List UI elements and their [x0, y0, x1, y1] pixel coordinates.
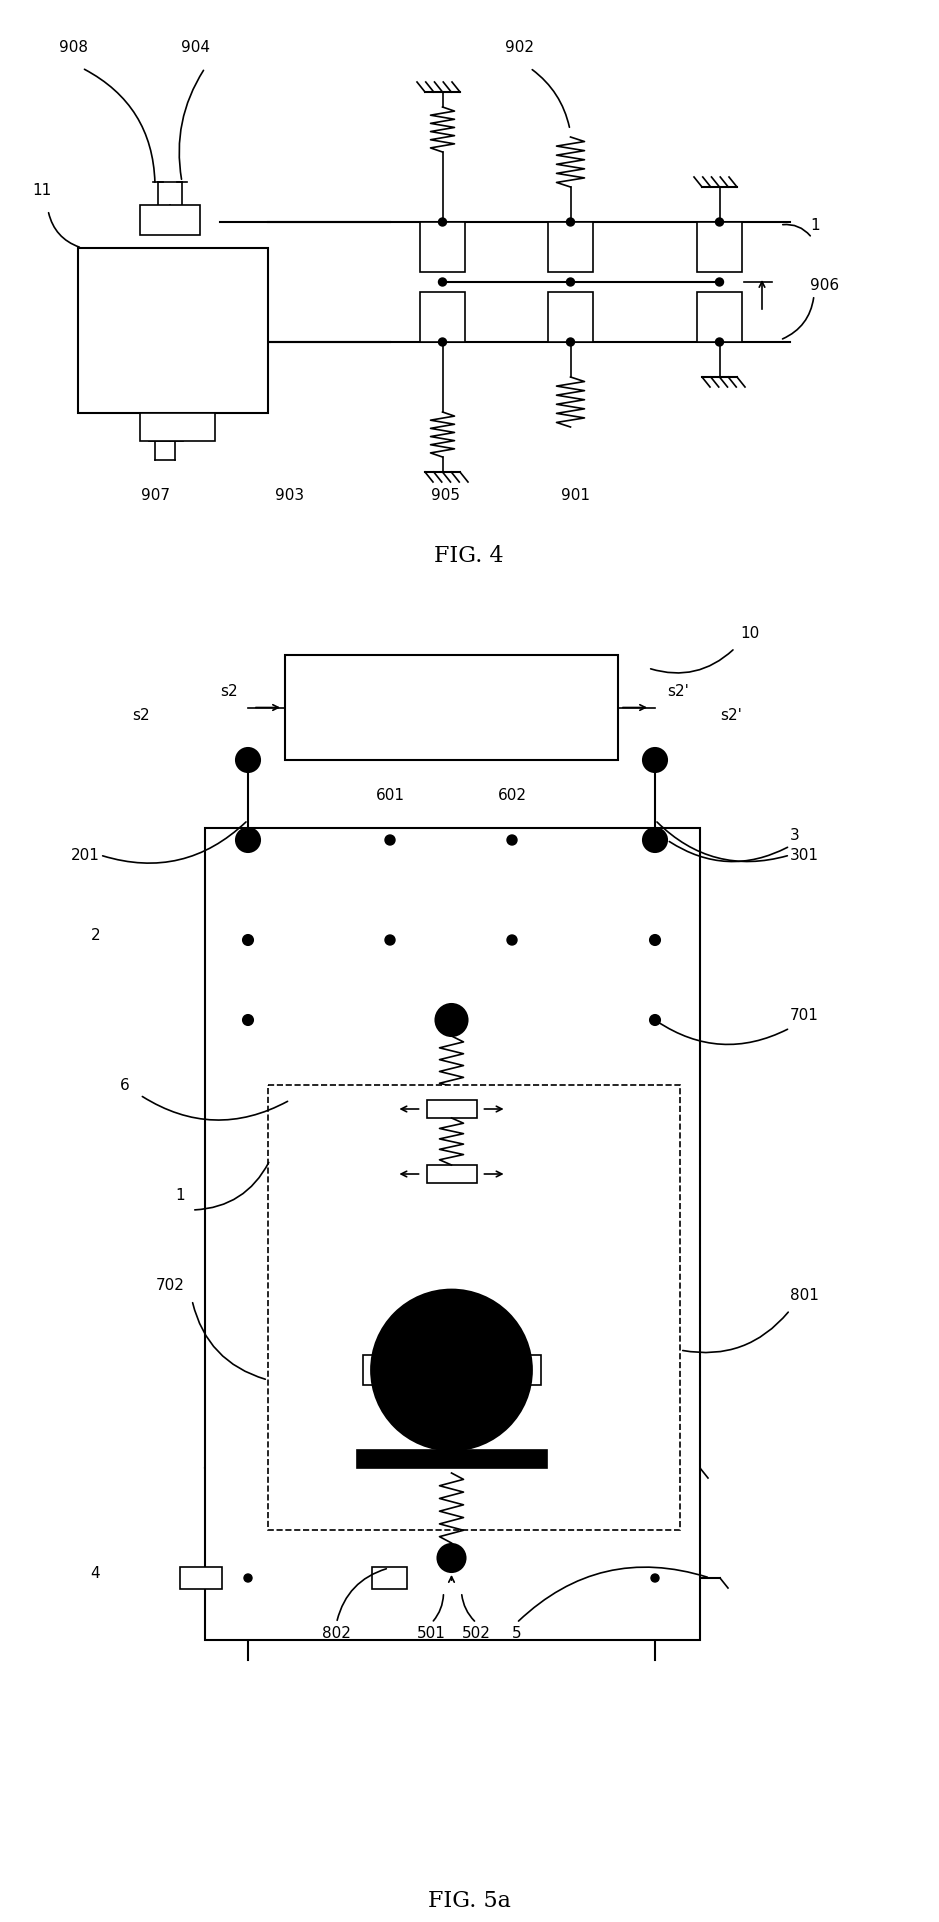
Circle shape	[438, 1543, 466, 1572]
Text: 1: 1	[176, 1188, 185, 1203]
Circle shape	[448, 1017, 455, 1024]
Circle shape	[566, 338, 575, 346]
Bar	[372, 1566, 407, 1589]
Bar	[527, 1355, 541, 1386]
Text: 501: 501	[417, 1626, 446, 1641]
Circle shape	[651, 1574, 659, 1582]
Text: 904: 904	[180, 40, 209, 56]
Text: 801: 801	[790, 1288, 819, 1303]
Circle shape	[716, 338, 724, 346]
Text: 903: 903	[275, 488, 304, 504]
Text: 4: 4	[90, 1566, 100, 1582]
Text: 602: 602	[498, 788, 527, 803]
Circle shape	[566, 217, 575, 227]
Bar	[232, 1009, 264, 1030]
Text: 11: 11	[32, 183, 52, 198]
Circle shape	[439, 217, 447, 227]
Text: 1: 1	[810, 217, 820, 233]
Text: FIG. 5a: FIG. 5a	[427, 1889, 511, 1912]
Circle shape	[650, 934, 660, 946]
Circle shape	[243, 934, 253, 946]
Text: 201: 201	[71, 848, 100, 863]
Bar	[639, 928, 671, 951]
Bar	[362, 1355, 377, 1386]
Circle shape	[385, 934, 395, 946]
Bar	[268, 1086, 680, 1530]
Text: 6: 6	[120, 1078, 130, 1094]
Bar	[140, 413, 215, 440]
Text: 10: 10	[740, 627, 760, 642]
Bar	[697, 292, 742, 342]
Circle shape	[650, 1015, 660, 1024]
Circle shape	[439, 279, 447, 286]
Text: FIG. 4: FIG. 4	[434, 546, 504, 567]
Text: 5: 5	[512, 1626, 521, 1641]
Text: 3: 3	[790, 828, 800, 844]
Circle shape	[507, 834, 517, 846]
Text: 601: 601	[376, 788, 405, 803]
Text: 701: 701	[790, 1007, 819, 1023]
Bar	[548, 223, 593, 273]
Bar	[285, 655, 618, 759]
Circle shape	[643, 828, 667, 851]
Text: s2': s2'	[667, 684, 689, 698]
Circle shape	[372, 1290, 531, 1449]
Text: 502: 502	[462, 1626, 491, 1641]
Circle shape	[436, 1003, 468, 1036]
Text: 2: 2	[90, 928, 100, 944]
Bar	[639, 1009, 671, 1030]
Bar	[205, 828, 700, 1639]
Bar	[180, 1566, 222, 1589]
Text: 902: 902	[505, 40, 534, 56]
Circle shape	[507, 934, 517, 946]
Circle shape	[439, 338, 447, 346]
Text: 906: 906	[810, 279, 839, 292]
Circle shape	[643, 748, 667, 773]
Bar	[548, 292, 593, 342]
Bar	[420, 223, 465, 273]
Text: 901: 901	[561, 488, 590, 504]
Text: 702: 702	[156, 1278, 185, 1294]
Bar	[697, 223, 742, 273]
Circle shape	[566, 279, 575, 286]
Circle shape	[385, 834, 395, 846]
Bar	[420, 292, 465, 342]
Text: 301: 301	[790, 848, 819, 863]
Circle shape	[429, 1347, 474, 1392]
Bar	[78, 248, 268, 413]
Text: 802: 802	[322, 1626, 351, 1641]
Bar	[140, 206, 200, 234]
Circle shape	[716, 279, 724, 286]
Text: 905: 905	[430, 488, 459, 504]
Bar	[426, 1099, 476, 1119]
Text: s2': s2'	[720, 707, 742, 723]
Circle shape	[236, 828, 260, 851]
Text: s2: s2	[221, 684, 238, 698]
Bar	[426, 1165, 476, 1184]
Circle shape	[448, 1555, 455, 1563]
Circle shape	[243, 1015, 253, 1024]
Circle shape	[716, 217, 724, 227]
Bar	[357, 1449, 546, 1468]
Text: 908: 908	[58, 40, 87, 56]
Text: 907: 907	[141, 488, 170, 504]
Circle shape	[236, 748, 260, 773]
Circle shape	[244, 1574, 252, 1582]
Bar	[232, 928, 264, 951]
Text: s2: s2	[132, 707, 150, 723]
